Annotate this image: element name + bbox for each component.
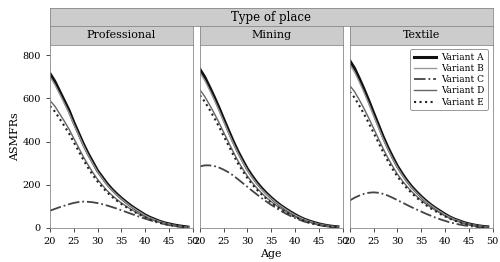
Legend: Variant A, Variant B, Variant C, Variant D, Variant E: Variant A, Variant B, Variant C, Variant… (410, 49, 488, 110)
Text: Professional: Professional (86, 30, 156, 40)
Text: Mining: Mining (251, 30, 292, 40)
Y-axis label: ASMFRs: ASMFRs (10, 112, 20, 161)
Text: Type of place: Type of place (231, 10, 311, 24)
Text: Textile: Textile (402, 30, 440, 40)
Text: Age: Age (260, 249, 282, 259)
